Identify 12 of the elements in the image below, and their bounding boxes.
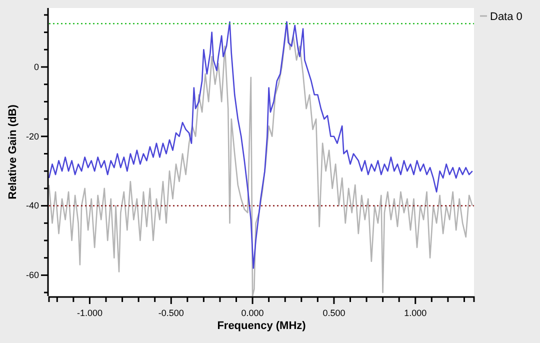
y-axis-title: Relative Gain (dB) (7, 104, 19, 200)
legend-label: Data 0 (490, 11, 522, 23)
y-tick-label: -40 (26, 200, 39, 211)
x-tick-label: 1.000 (404, 308, 427, 318)
y-tick-label: -20 (26, 131, 39, 142)
y-tick-label: 0 (34, 62, 39, 72)
x-tick-label: 0.500 (322, 308, 346, 318)
x-tick-label: -0.500 (158, 308, 184, 318)
x-axis-title: Frequency (MHz) (217, 320, 306, 332)
x-tick-label: -1.000 (76, 308, 102, 318)
x-tick-label: 0.000 (241, 308, 264, 318)
y-tick-label: -60 (26, 270, 39, 280)
